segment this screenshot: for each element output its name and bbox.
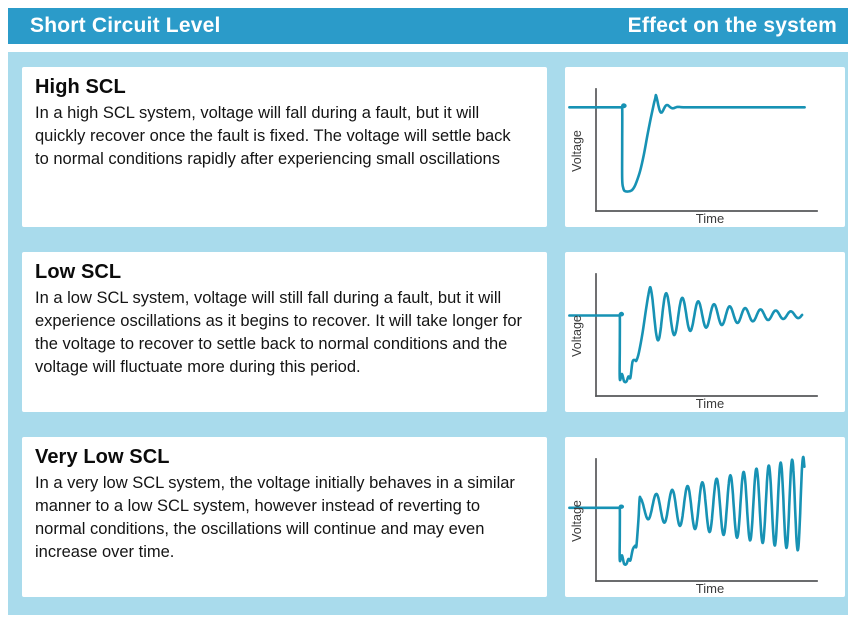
content-panel: High SCL In a high SCL system, voltage w… bbox=[8, 52, 848, 615]
very-low-scl-text-card: Very Low SCL In a very low SCL system, t… bbox=[22, 437, 547, 597]
header-bar: Short Circuit Level Effect on the system bbox=[8, 8, 848, 44]
y-axis-label: Voltage bbox=[570, 130, 584, 172]
low-scl-text-card: Low SCL In a low SCL system, voltage wil… bbox=[22, 252, 547, 412]
high-scl-text-card: High SCL In a high SCL system, voltage w… bbox=[22, 67, 547, 227]
row-low-scl: Low SCL In a low SCL system, voltage wil… bbox=[22, 252, 848, 412]
high-scl-voltage-time-chart: Time Voltage bbox=[568, 88, 818, 226]
low-scl-chart-card: Time Voltage bbox=[565, 252, 845, 412]
voltage-curve bbox=[568, 455, 806, 567]
row-very-low-scl: Very Low SCL In a very low SCL system, t… bbox=[22, 437, 848, 597]
card-body: In a high SCL system, voltage will fall … bbox=[35, 104, 511, 168]
card-body: In a low SCL system, voltage will still … bbox=[35, 289, 522, 376]
card-title: Very Low SCL bbox=[35, 446, 170, 468]
y-axis-label: Voltage bbox=[570, 500, 584, 542]
header-left-title: Short Circuit Level bbox=[30, 14, 221, 37]
voltage-curve bbox=[568, 93, 806, 193]
card-title: Low SCL bbox=[35, 261, 122, 283]
x-axis-label: Time bbox=[696, 396, 724, 411]
x-axis-label: Time bbox=[696, 581, 724, 596]
high-scl-chart-card: Time Voltage bbox=[565, 67, 845, 227]
y-axis-label: Voltage bbox=[570, 315, 584, 357]
very-low-scl-chart-card: Time Voltage bbox=[565, 437, 845, 597]
voltage-curve bbox=[568, 285, 804, 384]
card-body: In a very low SCL system, the voltage in… bbox=[35, 474, 515, 561]
low-scl-voltage-time-chart: Time Voltage bbox=[568, 273, 818, 411]
very-low-scl-voltage-time-chart: Time Voltage bbox=[568, 455, 818, 596]
x-axis-label: Time bbox=[696, 211, 724, 226]
row-high-scl: High SCL In a high SCL system, voltage w… bbox=[22, 67, 848, 227]
header-right-title: Effect on the system bbox=[627, 14, 837, 37]
card-title: High SCL bbox=[35, 76, 126, 98]
